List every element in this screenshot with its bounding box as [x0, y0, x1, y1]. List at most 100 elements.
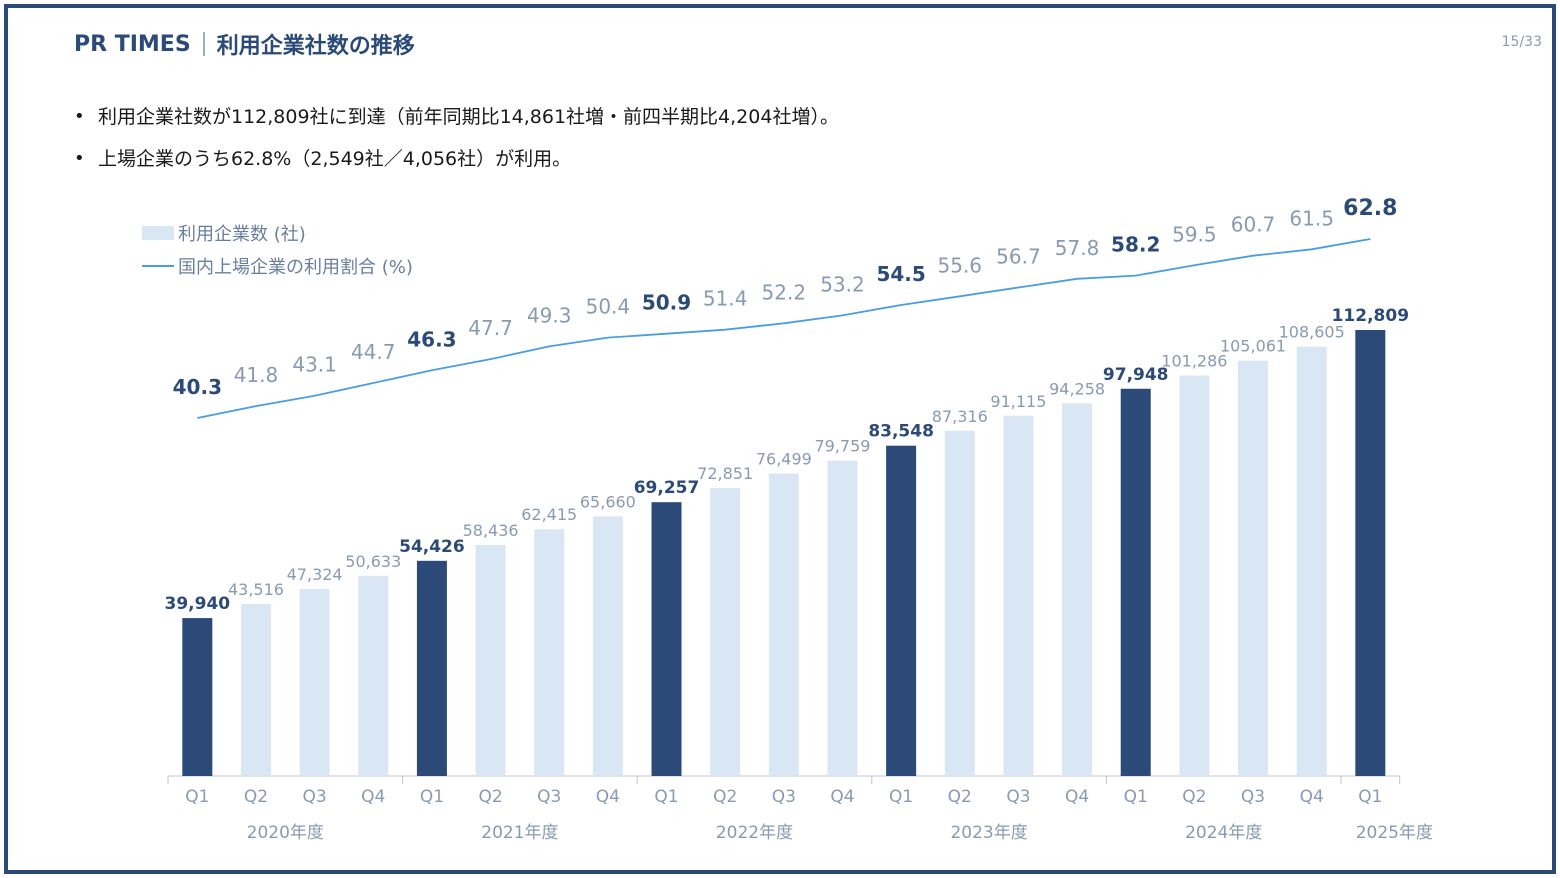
bar-value-label: 112,809 [1332, 306, 1409, 326]
line-value-label: 49.3 [527, 303, 572, 327]
year-label: 2024年度 [1185, 823, 1262, 843]
line-value-label: 61.5 [1289, 206, 1334, 230]
bar-value-label: 72,851 [697, 464, 753, 483]
bar [240, 603, 271, 776]
bar-value-label: 87,316 [932, 407, 988, 426]
line-value-label: 56.7 [996, 245, 1041, 269]
bar-value-label: 54,426 [399, 537, 465, 557]
legend-bar-label: 利用企業数 (社) [178, 223, 306, 245]
legend-item-line: 国内上場企業の利用割合 (%) [142, 249, 413, 282]
line-value-label: 46.3 [407, 327, 456, 351]
bar [886, 445, 917, 776]
bar-value-label: 91,115 [990, 392, 1046, 411]
bar [827, 460, 858, 776]
bullet-text: 上場企業のうち62.8%（2,549社／4,056社）が利用。 [98, 148, 572, 170]
chart-legend: 利用企業数 (社) 国内上場企業の利用割合 (%) [142, 216, 413, 282]
brand-name: PR TIMES [74, 31, 191, 57]
bar-value-label: 83,548 [868, 422, 934, 442]
bar [710, 487, 741, 776]
bar [651, 502, 682, 776]
year-label: 2020年度 [247, 823, 324, 843]
line-value-label: 44.7 [351, 340, 396, 364]
bar [1120, 388, 1151, 776]
bar [299, 588, 330, 776]
line-value-label: 40.3 [173, 375, 222, 399]
bar-value-label: 47,324 [287, 565, 343, 584]
quarter-tick-label: Q3 [303, 787, 327, 807]
year-label: 2025年度 [1356, 823, 1433, 843]
line-value-label: 54.5 [876, 262, 925, 286]
line-value-label: 57.8 [1055, 236, 1100, 260]
bar-value-label: 79,759 [814, 437, 870, 456]
bar [944, 430, 975, 776]
bar [1179, 375, 1210, 776]
year-label: 2021年度 [481, 823, 558, 843]
line-value-label: 50.9 [642, 291, 691, 315]
quarter-tick-label: Q3 [772, 787, 796, 807]
slide-header: PR TIMES 利用企業社数の推移 [74, 28, 415, 60]
quarter-tick-label: Q1 [185, 787, 209, 807]
bullet-item: • 利用企業社数が112,809社に到達（前年同期比14,861社増・前四半期比… [74, 96, 839, 138]
legend-line-swatch [142, 264, 174, 267]
line-value-label: 41.8 [234, 363, 279, 387]
quarter-tick-label: Q1 [654, 787, 678, 807]
line-value-label: 50.4 [586, 295, 631, 319]
quarter-tick-label: Q1 [1124, 787, 1148, 807]
year-label: 2022年度 [716, 823, 793, 843]
bar-value-label: 94,258 [1049, 379, 1105, 398]
bar-value-label: 105,061 [1220, 337, 1286, 356]
bar [182, 618, 213, 776]
bar-value-label: 108,605 [1279, 323, 1345, 342]
line-value-label: 55.6 [938, 253, 983, 277]
bar [1003, 415, 1034, 776]
quarter-tick-label: Q3 [537, 787, 561, 807]
quarter-tick-label: Q2 [713, 787, 737, 807]
line-value-label: 51.4 [703, 287, 748, 311]
legend-item-bar: 利用企業数 (社) [142, 216, 413, 249]
bar-value-label: 97,948 [1103, 365, 1169, 385]
bullet-dot-icon: • [74, 106, 85, 127]
line-value-label: 58.2 [1111, 233, 1160, 257]
line-value-label: 60.7 [1231, 213, 1276, 237]
bar [416, 560, 447, 776]
bar-value-label: 69,257 [634, 478, 700, 498]
bar [1062, 403, 1093, 776]
bar [475, 544, 506, 776]
legend-line-label: 国内上場企業の利用割合 (%) [178, 256, 413, 278]
bullet-list: • 利用企業社数が112,809社に到達（前年同期比14,861社増・前四半期比… [74, 96, 839, 180]
quarter-tick-label: Q1 [1358, 787, 1382, 807]
bar [768, 473, 799, 776]
bar-value-label: 101,286 [1161, 352, 1227, 371]
quarter-tick-label: Q2 [244, 787, 268, 807]
quarter-tick-label: Q2 [948, 787, 972, 807]
bar-value-label: 50,633 [345, 552, 401, 571]
bar [534, 529, 565, 776]
bar-value-label: 62,415 [521, 505, 577, 524]
header-divider [202, 32, 205, 56]
bar [1238, 360, 1269, 776]
quarter-tick-label: Q4 [1065, 787, 1089, 807]
quarter-tick-label: Q1 [420, 787, 444, 807]
year-label: 2023年度 [950, 823, 1027, 843]
line-value-label: 47.7 [468, 316, 513, 340]
quarter-tick-label: Q2 [1182, 787, 1206, 807]
usage-rate-line [197, 238, 1371, 419]
line-value-label: 62.8 [1343, 196, 1397, 221]
slide-title: 利用企業社数の推移 [216, 34, 415, 59]
bullet-dot-icon: • [74, 148, 85, 169]
bullet-text: 利用企業社数が112,809社に到達（前年同期比14,861社増・前四半期比4,… [98, 106, 839, 128]
line-value-label: 43.1 [292, 353, 337, 377]
quarter-tick-label: Q1 [889, 787, 913, 807]
page-number: 15/33 [1501, 34, 1542, 50]
quarter-tick-label: Q4 [361, 787, 385, 807]
bar [358, 575, 389, 776]
bar-value-label: 65,660 [580, 492, 636, 511]
legend-bar-swatch [142, 225, 174, 240]
line-value-label: 59.5 [1172, 222, 1217, 246]
bar [1296, 346, 1327, 776]
quarter-tick-label: Q3 [1241, 787, 1265, 807]
line-value-label: 53.2 [820, 272, 865, 296]
quarter-tick-label: Q4 [596, 787, 620, 807]
bar-value-label: 76,499 [756, 450, 812, 469]
quarter-tick-label: Q4 [1300, 787, 1324, 807]
